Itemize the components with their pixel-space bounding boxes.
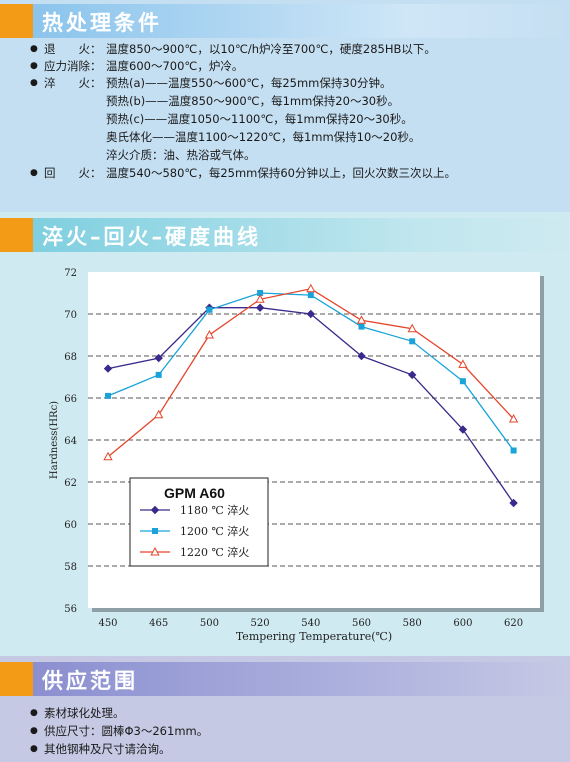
y-tick-label: 58 <box>64 562 77 573</box>
y-tick-label: 72 <box>64 268 77 279</box>
stress-relief-label: 应力消除： <box>44 59 102 73</box>
data-point <box>508 413 519 423</box>
quench-line: 淬火介质：油、热浴或气体。 <box>106 148 256 162</box>
header-band <box>33 218 570 252</box>
y-tick-label: 66 <box>64 394 77 405</box>
annealing-label: 退 火： <box>44 42 102 56</box>
data-point <box>306 283 316 293</box>
header-accent <box>0 662 33 696</box>
data-point <box>459 378 466 385</box>
y-tick-label: 62 <box>64 478 77 489</box>
x-tick-label: 500 <box>200 618 219 629</box>
data-point <box>105 392 111 399</box>
tempering-text: 温度540～580℃，每25mm保持60分钟以上，回火次数三次以上。 <box>106 166 456 180</box>
bullet-icon: ● <box>30 744 38 754</box>
legend-label: 1200 ℃ 淬火 <box>180 524 249 538</box>
x-tick-label: 540 <box>301 618 320 629</box>
legend-title: GPM A60 <box>164 485 225 501</box>
header-band <box>33 662 570 696</box>
legend-marker <box>150 505 160 515</box>
bullet-icon: ● <box>30 726 38 736</box>
bullet-icon: ● <box>30 78 38 88</box>
y-tick-label: 60 <box>64 520 77 531</box>
data-point <box>356 315 367 324</box>
data-point <box>509 498 518 508</box>
quench-line: 预热(b)——温度850～900℃，每1mm保持20～30秒。 <box>106 94 400 108</box>
data-point <box>306 309 316 319</box>
data-point <box>357 351 366 361</box>
data-point <box>204 329 215 339</box>
hardness-curve-title: 淬火–回火–硬度曲线 <box>42 225 261 249</box>
tempering-label: 回 火： <box>44 166 102 180</box>
x-tick-label: 580 <box>403 618 422 629</box>
data-point <box>407 323 417 333</box>
data-point <box>510 447 517 454</box>
bullet-icon: ● <box>30 168 38 178</box>
data-point <box>307 292 314 299</box>
bullet-icon: ● <box>30 44 38 54</box>
data-point <box>458 425 468 434</box>
supply-title: 供应范围 <box>42 669 138 693</box>
x-tick-label: 600 <box>453 618 472 629</box>
legend-marker <box>150 546 160 556</box>
x-tick-label: 560 <box>352 618 371 629</box>
x-tick-label: 450 <box>98 618 117 629</box>
quench-line: 奥氏体化——温度1100～1220℃，每1mm保持10～20秒。 <box>106 130 421 144</box>
data-point <box>255 303 265 312</box>
supply-item: 供应尺寸：圆棒Φ3～261mm。 <box>44 724 209 738</box>
data-point <box>407 370 417 380</box>
bullet-icon: ● <box>30 708 38 718</box>
data-point <box>155 371 162 378</box>
data-point <box>103 364 113 373</box>
y-tick-label: 56 <box>64 604 77 615</box>
legend-marker <box>152 528 158 534</box>
quench-line: 预热(a)——温度550～600℃，每25mm保持30分钟。 <box>106 76 392 90</box>
data-point <box>154 353 163 363</box>
hardness-curve-header: 淬火–回火–硬度曲线 <box>0 218 570 252</box>
supply-item: 其他钢种及尺寸请洽询。 <box>44 742 171 756</box>
heat-treatment-title: 热处理条件 <box>42 11 162 35</box>
data-point <box>206 306 213 313</box>
header-accent <box>0 218 33 252</box>
stress-relief-text: 温度600～700℃，炉冷。 <box>106 59 244 73</box>
bullet-icon: ● <box>30 61 38 71</box>
data-point <box>409 338 416 345</box>
header-accent <box>0 4 33 38</box>
x-tick-label: 465 <box>149 618 168 629</box>
supply-header: 供应范围 <box>0 662 570 696</box>
y-tick-label: 70 <box>64 310 77 321</box>
y-tick-label: 68 <box>64 352 77 363</box>
data-point <box>358 323 365 330</box>
heat-treatment-header: 热处理条件 <box>0 4 570 38</box>
series-line <box>107 307 515 504</box>
x-axis-title: Tempering Temperature(℃) <box>236 630 392 643</box>
supply-item: 素材球化处理。 <box>44 706 125 720</box>
x-tick-label: 620 <box>504 618 523 629</box>
y-tick-label: 64 <box>64 436 77 447</box>
annealing-text: 温度850～900℃，以10℃/h炉冷至700℃，硬度285HB以下。 <box>106 42 436 56</box>
data-point <box>458 359 468 368</box>
quench-label: 淬 火： <box>44 76 102 90</box>
legend-label: 1220 ℃ 淬火 <box>180 545 249 559</box>
y-axis-title: Hardness(HRc) <box>49 401 60 479</box>
header-band <box>33 4 570 38</box>
data-point <box>103 451 113 461</box>
legend-label: 1180 ℃ 淬火 <box>180 503 249 517</box>
data-point <box>154 409 164 419</box>
data-point <box>255 294 265 303</box>
quench-line: 预热(c)——温度1050～1100℃，每1mm保持20～30秒。 <box>106 112 413 126</box>
data-point <box>257 290 264 296</box>
x-tick-label: 520 <box>251 618 270 629</box>
